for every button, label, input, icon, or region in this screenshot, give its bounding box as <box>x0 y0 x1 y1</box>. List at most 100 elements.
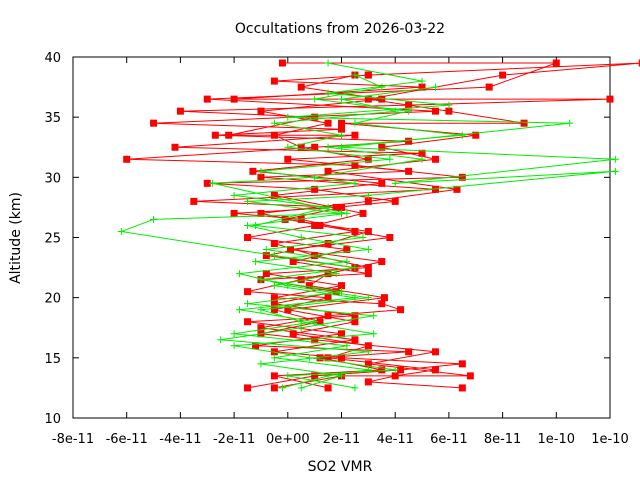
data-point <box>230 330 238 338</box>
data-point <box>338 125 345 133</box>
data-point <box>343 246 351 254</box>
data-point <box>458 360 466 368</box>
data-point <box>611 155 619 163</box>
data-point <box>364 294 372 302</box>
data-point <box>257 107 265 115</box>
data-point <box>311 336 319 344</box>
y-tick-label: 25 <box>44 232 61 247</box>
data-point <box>405 348 413 356</box>
data-point <box>311 185 319 193</box>
data-point <box>278 384 286 392</box>
data-point <box>378 179 386 187</box>
y-tick-label: 30 <box>44 171 61 186</box>
data-point <box>284 113 292 121</box>
data-point <box>270 240 278 248</box>
data-point <box>338 203 345 211</box>
data-point <box>230 191 238 199</box>
data-point <box>386 155 394 163</box>
data-point <box>117 227 125 235</box>
data-point <box>397 366 405 374</box>
data-point <box>431 107 439 115</box>
data-point <box>270 294 278 302</box>
data-point <box>311 113 319 121</box>
data-point <box>338 354 345 362</box>
data-point <box>499 71 507 79</box>
data-point <box>364 197 372 205</box>
data-point <box>289 330 297 338</box>
y-tick-label: 15 <box>44 352 61 367</box>
data-point <box>270 252 278 260</box>
data-point <box>244 384 252 392</box>
data-point <box>209 179 217 187</box>
data-point <box>297 143 305 151</box>
data-point <box>397 306 405 314</box>
data-point <box>351 131 359 139</box>
data-point <box>150 119 158 127</box>
data-point <box>380 294 388 302</box>
series-line <box>212 74 463 389</box>
data-point <box>203 95 211 103</box>
data-point <box>606 95 614 103</box>
data-point <box>324 240 332 248</box>
data-point <box>364 342 372 350</box>
data-point <box>431 348 439 356</box>
data-point <box>235 306 243 314</box>
data-point <box>431 83 439 91</box>
data-point <box>270 372 278 380</box>
data-point <box>418 155 426 163</box>
data-point <box>638 59 640 67</box>
data-point <box>311 372 319 380</box>
x-tick-label: 1e-10 <box>538 432 576 447</box>
data-point <box>297 318 305 326</box>
series-occultation-6 <box>209 71 466 392</box>
data-point <box>217 336 225 344</box>
data-point <box>370 312 378 320</box>
data-point <box>270 77 278 85</box>
data-point <box>338 143 345 151</box>
data-point <box>338 330 345 338</box>
data-point <box>431 185 439 193</box>
data-point <box>270 282 278 290</box>
data-point <box>311 143 319 151</box>
data-point <box>391 197 399 205</box>
data-point <box>297 276 305 284</box>
plot-frame <box>72 56 611 419</box>
data-point <box>418 149 426 157</box>
data-point <box>351 384 359 392</box>
data-point <box>297 384 305 392</box>
data-point <box>230 209 238 217</box>
data-point <box>332 288 340 296</box>
data-point <box>405 137 413 145</box>
data-point <box>257 324 265 332</box>
data-point <box>378 95 386 103</box>
data-point <box>235 270 243 278</box>
data-point <box>351 119 359 127</box>
data-point <box>364 227 372 235</box>
data-point <box>252 258 260 266</box>
data-point <box>364 155 372 163</box>
data-point <box>316 318 324 326</box>
series-line <box>260 62 640 389</box>
data-point <box>284 372 292 380</box>
axis-ticks: -8e-11 -6e-11 -4e-11 -2e-11 0e+00 2e-11 4e-11 6… <box>44 51 628 447</box>
data-point <box>324 384 332 392</box>
x-tick-label: 1e-10 <box>591 432 629 447</box>
x-tick-label: 4e-11 <box>376 432 414 447</box>
data-point <box>311 95 319 103</box>
data-point <box>351 71 359 79</box>
data-point <box>225 131 233 139</box>
x-axis-label: SO2 VMR <box>308 459 373 475</box>
data-point <box>278 59 286 67</box>
data-point <box>270 384 278 392</box>
data-point <box>203 179 211 187</box>
data-point <box>286 246 294 254</box>
data-point <box>284 306 292 314</box>
data-point <box>338 131 345 139</box>
data-point <box>364 71 372 79</box>
data-point <box>453 185 461 193</box>
data-point <box>472 131 480 139</box>
data-point <box>351 161 359 169</box>
data-point <box>343 258 351 266</box>
data-point <box>343 209 351 217</box>
data-point <box>257 360 265 368</box>
